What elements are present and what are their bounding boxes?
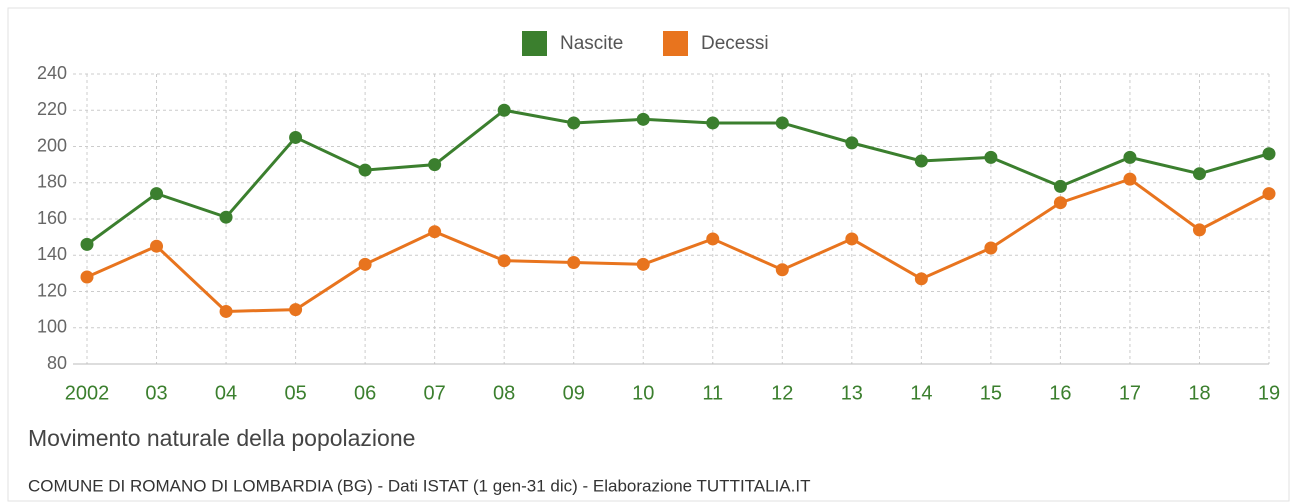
data-point xyxy=(706,232,720,246)
data-point xyxy=(497,103,511,117)
data-point xyxy=(567,116,581,130)
chart-subtitle: COMUNE DI ROMANO DI LOMBARDIA (BG) - Dat… xyxy=(28,476,810,495)
data-point xyxy=(289,303,303,317)
data-point xyxy=(567,256,581,269)
x-tick-label: 17 xyxy=(1119,382,1141,404)
data-point xyxy=(636,112,650,126)
data-point xyxy=(80,270,94,284)
data-point xyxy=(219,210,233,224)
x-tick-label: 14 xyxy=(910,382,932,404)
data-point xyxy=(984,150,998,164)
x-tick-label: 07 xyxy=(424,382,446,404)
data-point xyxy=(358,163,372,177)
data-point xyxy=(219,304,233,318)
x-tick-label: 15 xyxy=(980,382,1002,404)
data-point xyxy=(914,154,928,168)
y-tick-label: 140 xyxy=(37,244,67,264)
legend-label: Nascite xyxy=(560,33,623,54)
chart-title: Movimento naturale della popolazione xyxy=(28,425,415,451)
y-tick-label: 120 xyxy=(37,280,67,300)
data-point xyxy=(1053,179,1067,193)
x-tick-label: 08 xyxy=(493,382,515,404)
x-tick-label: 16 xyxy=(1049,382,1071,404)
data-point xyxy=(428,225,442,239)
data-point xyxy=(1192,223,1206,237)
x-tick-label: 06 xyxy=(354,382,376,404)
data-point xyxy=(289,130,303,144)
legend-swatch xyxy=(522,31,547,56)
data-point xyxy=(845,136,859,150)
x-tick-label: 13 xyxy=(841,382,863,404)
data-point xyxy=(1262,147,1276,161)
data-point xyxy=(1123,150,1137,164)
y-tick-label: 80 xyxy=(47,353,67,373)
data-point xyxy=(1123,172,1137,186)
x-tick-label: 05 xyxy=(284,382,306,404)
data-point xyxy=(428,158,442,172)
data-point xyxy=(150,239,164,253)
y-tick-label: 220 xyxy=(37,99,67,119)
data-point xyxy=(636,257,650,271)
data-point xyxy=(1262,187,1276,201)
data-point xyxy=(914,272,928,286)
data-point xyxy=(845,232,859,246)
data-point xyxy=(80,237,94,251)
x-tick-label: 2002 xyxy=(65,382,110,404)
data-point xyxy=(706,116,720,130)
y-tick-label: 100 xyxy=(37,317,67,337)
y-tick-label: 180 xyxy=(37,172,67,192)
data-point xyxy=(1192,167,1206,181)
legend-swatch xyxy=(663,31,688,56)
x-tick-label: 18 xyxy=(1188,382,1210,404)
x-tick-label: 10 xyxy=(632,382,654,404)
x-tick-label: 09 xyxy=(563,382,585,404)
y-tick-label: 200 xyxy=(37,135,67,155)
data-point xyxy=(775,263,789,277)
legend-label: Decessi xyxy=(701,33,769,54)
x-tick-label: 12 xyxy=(771,382,793,404)
y-tick-label: 240 xyxy=(37,63,67,83)
x-tick-label: 03 xyxy=(145,382,167,404)
data-point xyxy=(497,254,511,268)
y-tick-label: 160 xyxy=(37,208,67,228)
x-tick-label: 04 xyxy=(215,382,237,404)
frame xyxy=(7,7,1290,502)
x-tick-label: 11 xyxy=(702,382,723,404)
series-line xyxy=(86,108,1270,246)
data-point xyxy=(984,241,998,255)
x-tick-label: 19 xyxy=(1258,382,1280,404)
data-point xyxy=(1053,196,1067,210)
data-point xyxy=(775,116,789,130)
data-point xyxy=(358,257,372,271)
series-line xyxy=(86,177,1270,313)
data-point xyxy=(150,187,164,201)
